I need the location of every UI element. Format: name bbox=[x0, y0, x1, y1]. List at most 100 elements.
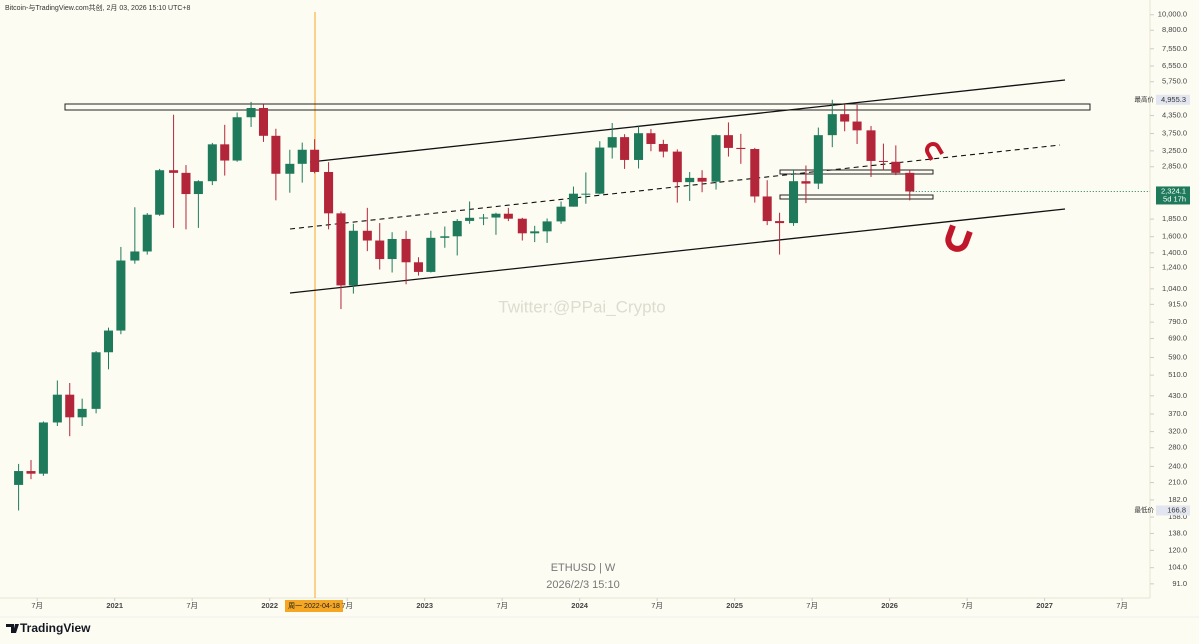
y-tick-label: 370.0 bbox=[1168, 409, 1187, 418]
x-tick-label: 2026 bbox=[881, 601, 898, 610]
y-tick-label: 4,350.0 bbox=[1162, 111, 1187, 120]
candle-body bbox=[556, 206, 566, 222]
price-marker-box bbox=[1156, 94, 1190, 105]
last-price-box bbox=[1156, 186, 1190, 205]
candle-body bbox=[38, 422, 48, 474]
support-zone bbox=[779, 194, 934, 200]
candle-body bbox=[620, 137, 630, 160]
x-tick-label: 7月 bbox=[806, 601, 818, 610]
candle-body bbox=[52, 394, 62, 423]
candle-body bbox=[103, 330, 114, 353]
y-tick-label: 3,250.0 bbox=[1162, 146, 1187, 155]
candle-body bbox=[685, 177, 695, 183]
last-price-value: 2,324.1 bbox=[1161, 186, 1186, 195]
watermark: Twitter:@PPai_Crypto bbox=[498, 297, 665, 316]
header: Bitcoin-与TradingView.com共创, 2月 03, 2026 … bbox=[5, 3, 191, 12]
y-tick-label: 7,550.0 bbox=[1162, 44, 1187, 53]
y-tick-label: 510.0 bbox=[1168, 370, 1187, 379]
timestamp: 2026/2/3 15:10 bbox=[546, 579, 619, 591]
x-tick-label: 2027 bbox=[1036, 601, 1053, 610]
y-tick-label: 5,750.0 bbox=[1162, 77, 1187, 86]
y-tick-label: 1,850.0 bbox=[1162, 214, 1187, 223]
crosshair-label-box bbox=[285, 600, 343, 612]
x-tick-label: 2023 bbox=[416, 601, 433, 610]
candle-body bbox=[193, 181, 203, 195]
candle-body bbox=[77, 408, 87, 418]
candle-body bbox=[801, 181, 811, 184]
candle-body bbox=[568, 193, 578, 207]
candle-body bbox=[827, 114, 837, 136]
x-tick-label: 7月 bbox=[961, 601, 973, 610]
candle-body bbox=[413, 262, 423, 272]
x-tick-label: 2024 bbox=[571, 601, 589, 610]
price-marker-value: 4,955.3 bbox=[1161, 95, 1186, 104]
candle-body bbox=[646, 133, 656, 144]
candle-body bbox=[736, 147, 746, 150]
candle-body bbox=[866, 130, 876, 161]
candle-body bbox=[813, 135, 823, 184]
candle-body bbox=[426, 237, 436, 272]
y-tick-label: 590.0 bbox=[1168, 352, 1187, 361]
magnet-icon bbox=[945, 224, 973, 252]
x-tick-label: 7月 bbox=[31, 601, 43, 610]
candle-body bbox=[491, 213, 501, 218]
candle-body bbox=[246, 108, 256, 118]
candle-body bbox=[116, 260, 126, 331]
y-tick-label: 8,800.0 bbox=[1162, 25, 1187, 34]
brand-icon bbox=[6, 624, 19, 633]
candle-body bbox=[91, 352, 101, 409]
y-tick-label: 104.0 bbox=[1168, 563, 1187, 572]
x-tick-label: 7月 bbox=[496, 601, 508, 610]
candle-body bbox=[258, 108, 268, 136]
y-tick-label: 2,850.0 bbox=[1162, 162, 1187, 171]
x-tick-label: 7月 bbox=[186, 601, 198, 610]
x-tick-label: 2022 bbox=[261, 601, 278, 610]
y-tick-label: 1,040.0 bbox=[1162, 284, 1187, 293]
symbol: ETHUSD | W bbox=[551, 562, 616, 574]
y-tick-label: 1,600.0 bbox=[1162, 232, 1187, 241]
candle-body bbox=[375, 240, 385, 260]
y-tick-label: 320.0 bbox=[1168, 427, 1187, 436]
candle-body bbox=[672, 151, 682, 183]
price-marker-name: 最高价 bbox=[1135, 94, 1155, 103]
candle-body bbox=[503, 213, 513, 219]
candle-body bbox=[658, 143, 668, 152]
candle-body bbox=[310, 149, 320, 172]
candle-body bbox=[775, 221, 785, 224]
candle-body bbox=[336, 213, 346, 286]
candle-body bbox=[285, 163, 295, 174]
y-tick-label: 690.0 bbox=[1168, 334, 1187, 343]
y-tick-label: 6,550.0 bbox=[1162, 61, 1187, 70]
candle-body bbox=[155, 170, 165, 215]
candle-body bbox=[607, 137, 617, 148]
candle-body bbox=[220, 144, 230, 161]
candle-body bbox=[207, 144, 217, 182]
candle-body bbox=[465, 217, 475, 221]
resistance-zone bbox=[64, 103, 1091, 111]
y-tick-label: 3,750.0 bbox=[1162, 129, 1187, 138]
y-tick-label: 915.0 bbox=[1168, 299, 1187, 308]
candle-body bbox=[634, 133, 644, 160]
candle-body bbox=[65, 394, 75, 418]
candle-body bbox=[852, 121, 862, 131]
y-tick-label: 158.0 bbox=[1168, 512, 1187, 521]
y-tick-label: 280.0 bbox=[1168, 443, 1187, 452]
candle-body bbox=[181, 172, 191, 195]
x-tick-label: 2025 bbox=[726, 601, 743, 610]
candle-body bbox=[891, 161, 901, 173]
price-marker-box bbox=[1156, 505, 1190, 516]
candle-body bbox=[581, 193, 591, 195]
candle-body bbox=[711, 135, 721, 182]
x-tick-label: 7月 bbox=[341, 601, 353, 610]
candle-body bbox=[697, 177, 707, 182]
candle-body bbox=[750, 149, 760, 197]
channel-mid bbox=[289, 144, 1061, 230]
y-tick-label: 182.0 bbox=[1168, 495, 1187, 504]
candle-body bbox=[130, 251, 140, 261]
candle-body bbox=[723, 135, 733, 148]
support-zone bbox=[779, 169, 934, 175]
y-tick-label: 138.0 bbox=[1168, 528, 1187, 537]
candle-body bbox=[26, 471, 36, 474]
candle-body bbox=[362, 230, 372, 241]
